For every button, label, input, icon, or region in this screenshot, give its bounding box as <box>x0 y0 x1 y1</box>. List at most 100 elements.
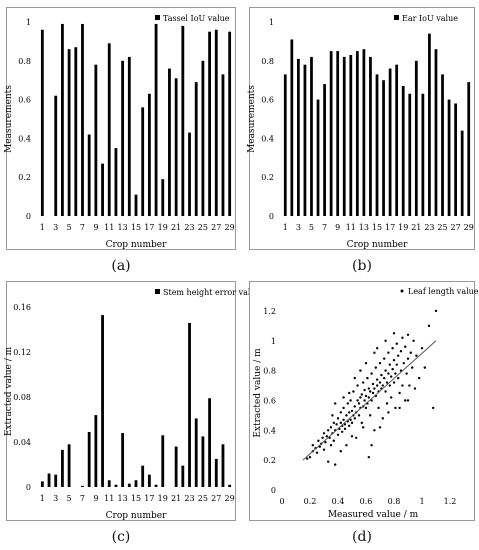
x-tick-label-a: 13 <box>118 223 128 232</box>
bar-b-5 <box>310 56 313 216</box>
x-tick-label-d: 0.6 <box>360 497 373 506</box>
x-tick-label-b: 13 <box>359 223 369 232</box>
scatter-point <box>369 390 372 393</box>
scatter-point <box>364 394 368 398</box>
y-tick-label-a: 0 <box>26 212 31 221</box>
scatter-point <box>398 391 401 395</box>
bar-a-16 <box>141 107 145 216</box>
bar-c-24 <box>194 418 198 487</box>
x-tick-label-c: 27 <box>211 494 221 503</box>
bar-c-3 <box>54 474 58 487</box>
bar-b-11 <box>349 54 353 217</box>
scatter-point <box>348 424 351 428</box>
scatter-point <box>394 372 397 375</box>
x-tick-label-c: 11 <box>104 494 114 503</box>
scatter-point <box>339 411 342 414</box>
x-tick-label-d: 1.2 <box>444 497 457 506</box>
scatter-point <box>336 417 340 420</box>
scatter-point <box>364 361 368 365</box>
x-tick-label-b: 19 <box>398 223 408 232</box>
scatter-point <box>346 402 349 405</box>
bar-b-9 <box>336 51 340 216</box>
bar-a-4 <box>61 23 64 216</box>
bar-c-10 <box>101 315 104 487</box>
scatter-point <box>334 463 337 466</box>
bar-c-19 <box>161 435 165 487</box>
x-tick-label-b: 7 <box>322 223 327 232</box>
x-axis-label-c: Crop number <box>106 511 167 521</box>
x-tick-label-c: 15 <box>131 494 141 503</box>
scatter-point <box>390 375 393 378</box>
bar-a-9 <box>94 64 98 217</box>
x-tick-label-c: 29 <box>225 494 235 503</box>
bar-c-25 <box>201 436 205 487</box>
x-tick-label-a: 19 <box>158 223 168 232</box>
scatter-point <box>343 423 347 426</box>
scatter-point <box>327 429 330 432</box>
scatter-point <box>321 436 324 439</box>
scatter-point <box>401 384 404 387</box>
bar-b-25 <box>441 74 444 216</box>
bar-c-2 <box>47 473 51 487</box>
bar-c-1 <box>40 481 44 487</box>
scatter-point <box>353 417 356 420</box>
scatter-point <box>327 460 330 463</box>
x-axis-label-d: Measured value / m <box>328 510 419 520</box>
y-tick-label-b: 0.6 <box>261 96 274 105</box>
bar-a-10 <box>101 163 104 216</box>
panel-c: 0 0.04 0.08 0.12 0.16 1 3 5 7 9 11 13 15 17 19 21 23 25 27… <box>4 281 261 521</box>
x-tick-label-d: 0.2 <box>304 497 317 506</box>
scatter-point <box>394 406 397 410</box>
scatter-point <box>383 357 386 360</box>
scatter-point <box>343 427 347 431</box>
bar-b-16 <box>382 80 385 216</box>
bar-a-24 <box>194 82 198 216</box>
x-tick-label-a: 27 <box>211 223 221 232</box>
bar-a-18 <box>154 23 158 216</box>
bar-c-27 <box>214 458 218 487</box>
scatter-point <box>352 390 355 393</box>
scatter-point <box>378 361 382 365</box>
x-tick-label-b: 25 <box>437 223 447 232</box>
scatter-point <box>341 430 344 433</box>
scatter-point <box>359 396 362 399</box>
scatter-point <box>405 372 408 375</box>
bar-c-17 <box>147 474 151 487</box>
scatter-point <box>384 369 387 372</box>
bar-b-3 <box>297 58 300 216</box>
scatter-point <box>376 347 379 350</box>
scatter-point <box>367 387 370 390</box>
x-tick-label-c: 23 <box>184 494 194 503</box>
y-tick-label-a: 1 <box>26 18 31 27</box>
bar-b-23 <box>428 33 431 216</box>
bar-a-14 <box>127 56 131 216</box>
x-tick-label-c: 21 <box>171 494 181 503</box>
x-tick-label-b: 3 <box>296 223 301 232</box>
scatter-point <box>308 455 312 459</box>
x-tick-label-b: 9 <box>335 223 340 232</box>
scatter-point <box>345 414 348 417</box>
x-tick-label-a: 7 <box>80 223 85 232</box>
x-tick-label-a: 3 <box>53 223 58 232</box>
scatter-point <box>409 351 412 354</box>
scatter-point <box>376 378 379 381</box>
bar-b-1 <box>283 74 287 216</box>
bar-a-22 <box>181 25 185 216</box>
scatter-point <box>371 391 375 395</box>
scatter-point <box>322 448 326 451</box>
bar-a-3 <box>54 95 58 216</box>
bar-c-29 <box>228 484 232 487</box>
legend-swatch-b <box>394 15 399 20</box>
scatter-point <box>383 376 386 380</box>
bar-c-16 <box>141 465 145 487</box>
x-tick-label-c: 13 <box>118 494 128 503</box>
scatter-point <box>420 347 424 350</box>
bar-b-21 <box>414 60 418 216</box>
scatter-point <box>360 421 363 425</box>
scatter-point <box>387 372 390 375</box>
scatter-point <box>373 429 376 432</box>
legend-swatch-c <box>155 289 160 294</box>
scatter-point <box>349 399 352 402</box>
y-tick-label-d: 1 <box>271 337 276 346</box>
scatter-point <box>357 414 361 417</box>
